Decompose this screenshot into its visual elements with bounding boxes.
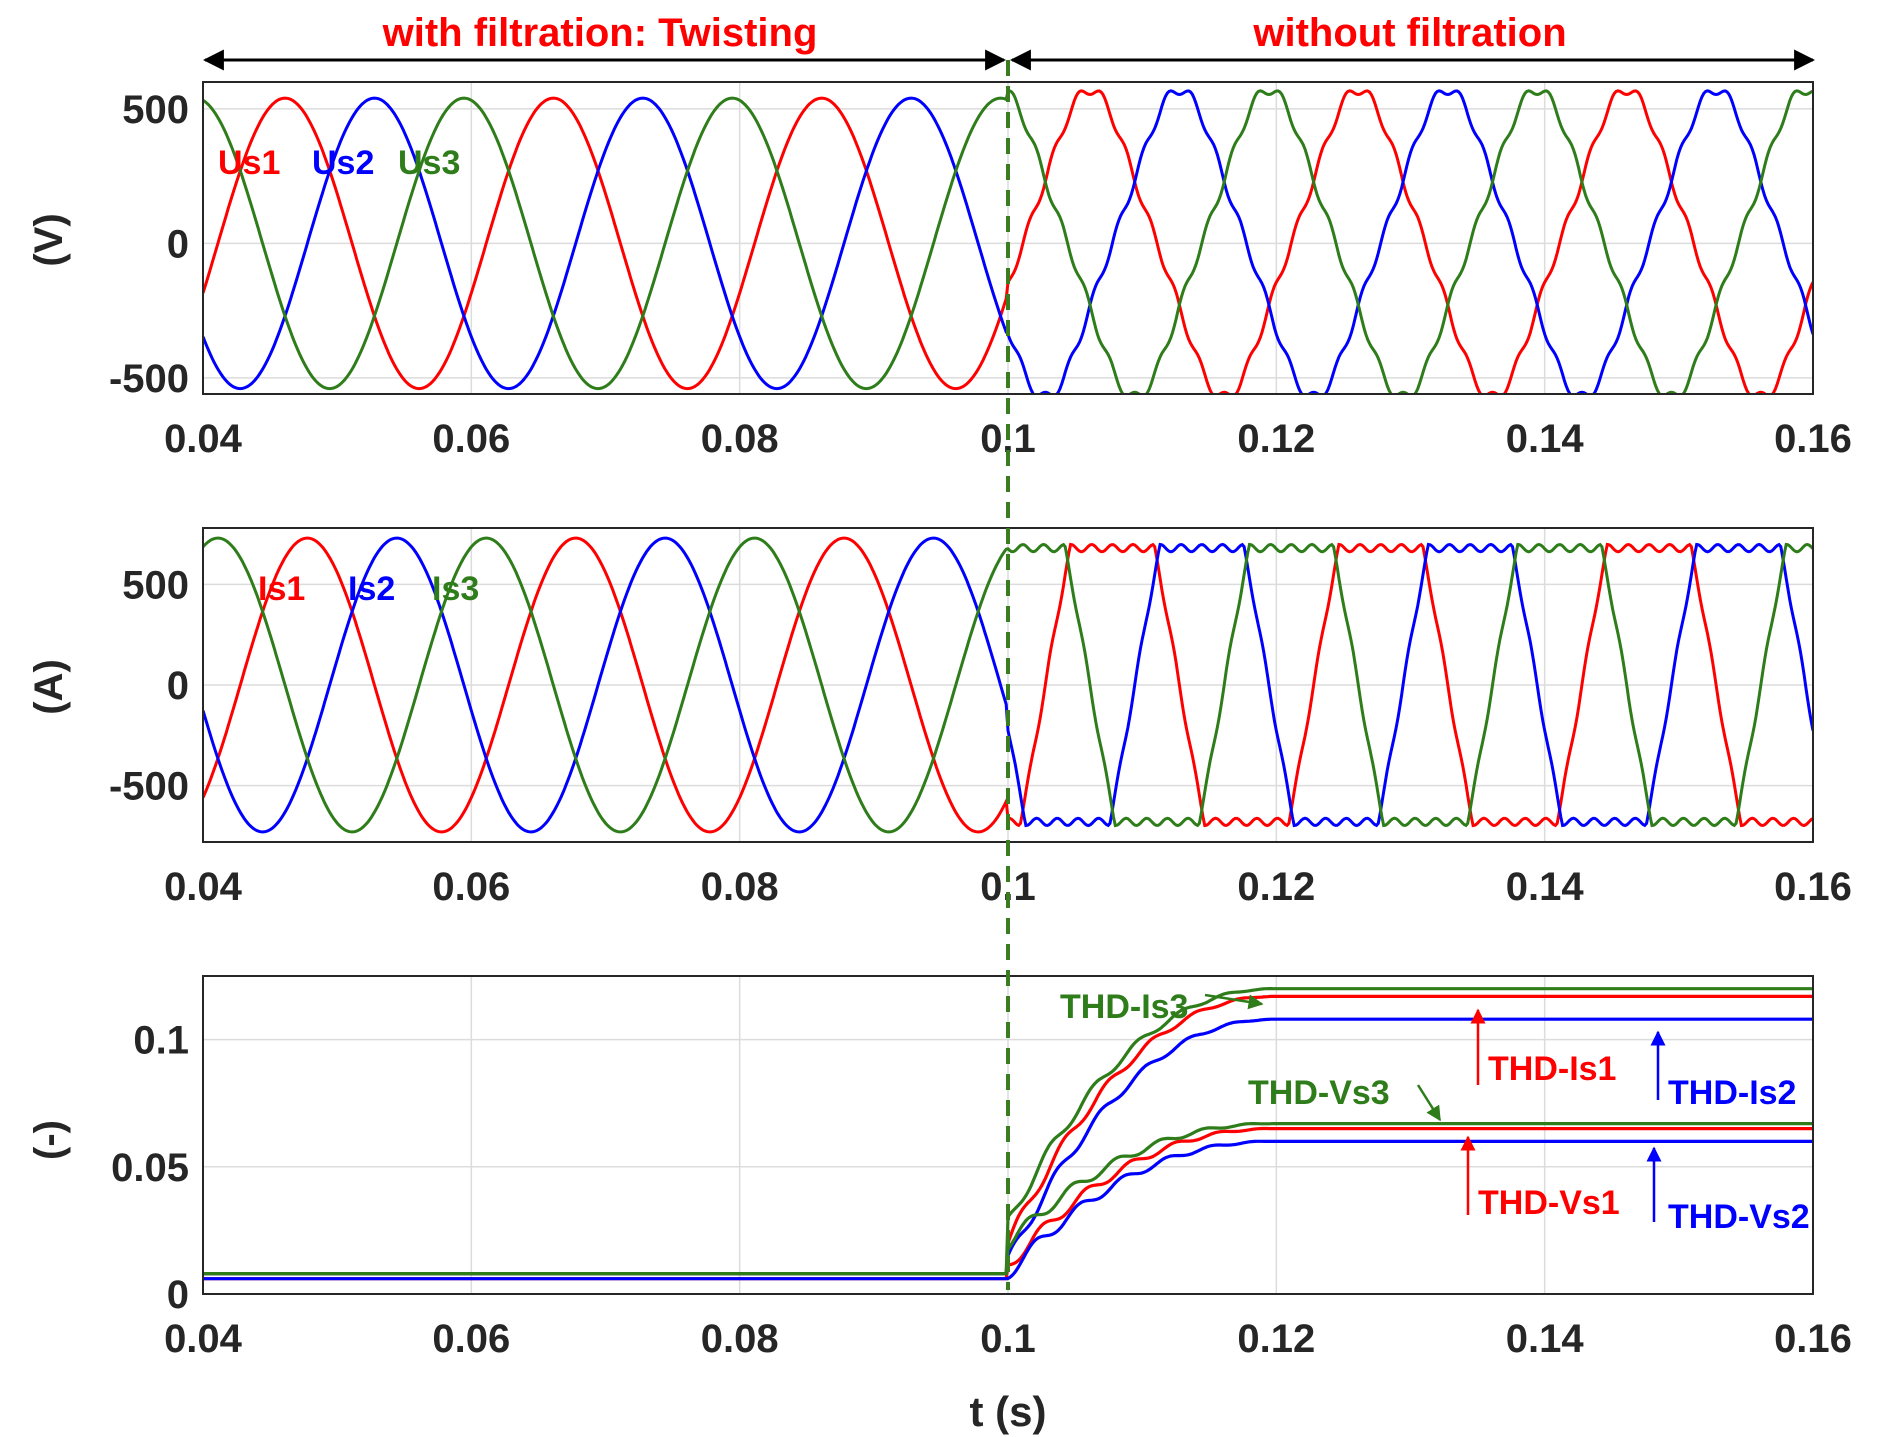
y-tick-label: 500 xyxy=(122,88,189,132)
x-tick-label: 0.08 xyxy=(701,865,779,909)
series-line-is2 xyxy=(203,536,1813,834)
x-tick-label: 0.06 xyxy=(432,865,510,909)
y-tick-label: 0 xyxy=(167,1273,189,1317)
x-tick-label: 0.14 xyxy=(1506,417,1585,461)
thd-xlabel: t (s) xyxy=(970,1388,1047,1435)
x-tick-label: 0.04 xyxy=(164,865,243,909)
annotation-thd-is3: THD-Is3 xyxy=(1060,988,1188,1026)
label-is3: Is3 xyxy=(432,570,479,608)
voltage-ylabel: (V) xyxy=(27,213,71,266)
x-tick-label: 0.14 xyxy=(1506,1317,1585,1361)
series-line-is3 xyxy=(203,536,1813,834)
y-tick-label: 0.1 xyxy=(133,1019,189,1063)
thd-ylabel: (-) xyxy=(27,1120,71,1160)
annotation-thd-is1: THD-Is1 xyxy=(1488,1050,1616,1088)
y-tick-label: 500 xyxy=(122,563,189,607)
label-us3: Us3 xyxy=(398,144,460,182)
y-tick-label: 0 xyxy=(167,222,189,266)
label-is1: Is1 xyxy=(258,570,305,608)
annotation-arrow-thd-vs3 xyxy=(1416,1084,1442,1122)
y-tick-label: -500 xyxy=(109,357,189,401)
x-tick-label: 0.08 xyxy=(701,1317,779,1361)
y-tick-label: 0.05 xyxy=(111,1146,189,1190)
x-tick-label: 0.1 xyxy=(980,1317,1036,1361)
annotation-thd-vs1: THD-Vs1 xyxy=(1478,1184,1620,1222)
label-us1: Us1 xyxy=(218,144,280,182)
series-line-thd-vs2 xyxy=(203,1139,1813,1281)
x-tick-label: 0.06 xyxy=(432,417,510,461)
x-tick-label: 0.12 xyxy=(1237,417,1315,461)
x-tick-label: 0.12 xyxy=(1237,865,1315,909)
region-label-with-filtration: with filtration: Twisting xyxy=(382,11,818,55)
x-tick-label: 0.16 xyxy=(1774,865,1852,909)
label-us2: Us2 xyxy=(312,144,374,182)
x-tick-label: 0.08 xyxy=(701,417,779,461)
annotation-thd-is2: THD-Is2 xyxy=(1668,1074,1796,1112)
x-tick-label: 0.04 xyxy=(164,1317,243,1361)
series-line-thd-vs3 xyxy=(203,1122,1813,1276)
voltage-axes-frame xyxy=(202,81,1814,395)
y-tick-label: 0 xyxy=(167,664,189,708)
x-tick-label: 0.12 xyxy=(1237,1317,1315,1361)
x-tick-label: 0.06 xyxy=(432,1317,510,1361)
annotation-arrow-thd-is3 xyxy=(1204,993,1264,1010)
x-tick-label: 0.16 xyxy=(1774,417,1852,461)
annotation-thd-vs2: THD-Vs2 xyxy=(1668,1198,1810,1236)
x-tick-label: 0.16 xyxy=(1774,1317,1852,1361)
thd-ticks: 0.04 0.06 0.08 0.1 0.12 0.14 0.16 0 0.05 0.1 xyxy=(111,1019,1852,1361)
current-ylabel: (A) xyxy=(27,659,71,715)
voltage-grid xyxy=(202,82,1814,394)
y-tick-label: -500 xyxy=(109,765,189,809)
x-tick-label: 0.04 xyxy=(164,417,243,461)
region-label-without-filtration: without filtration xyxy=(1252,11,1566,55)
label-is2: Is2 xyxy=(348,570,395,608)
annotation-thd-vs3: THD-Vs3 xyxy=(1248,1074,1390,1112)
x-tick-label: 0.14 xyxy=(1506,865,1585,909)
